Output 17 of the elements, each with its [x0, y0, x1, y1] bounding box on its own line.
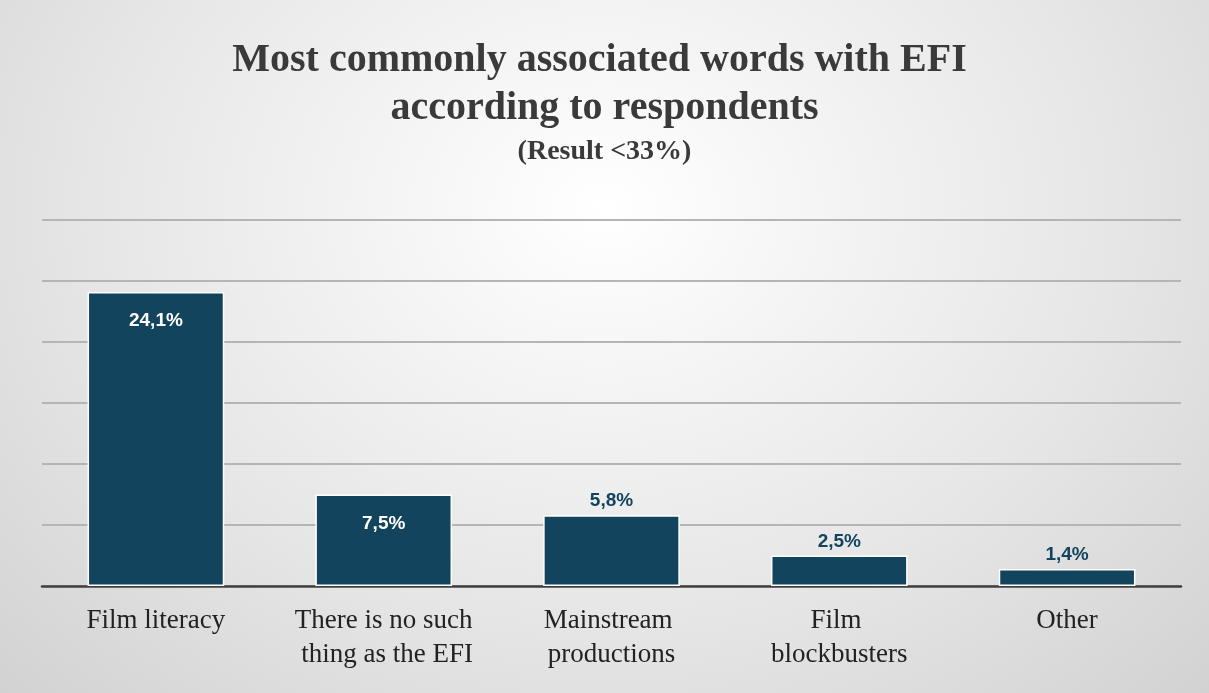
data-label: 2,5% [817, 529, 862, 551]
x-tick-label: Film literacy [86, 604, 226, 634]
bar [998, 568, 1136, 586]
bar [543, 515, 680, 586]
data-label: 1,4% [1045, 542, 1089, 564]
data-label: 24,1% [128, 308, 183, 330]
x-tick-label: There is no such thing as the EFI [294, 604, 474, 668]
x-tick-label: Mainstream productions [543, 604, 680, 668]
bar [770, 555, 908, 586]
bar [87, 291, 225, 586]
bar [315, 494, 453, 586]
chart-title: Most commonly associated words with EFI according to respondents [232, 34, 977, 128]
x-tick-label: Film blockbusters [771, 604, 908, 668]
x-tick-label: Other [1036, 604, 1098, 634]
chart-subtitle: (Result <33%) [517, 133, 692, 165]
data-label: 5,8% [589, 489, 634, 511]
data-label: 7,5% [362, 511, 406, 533]
